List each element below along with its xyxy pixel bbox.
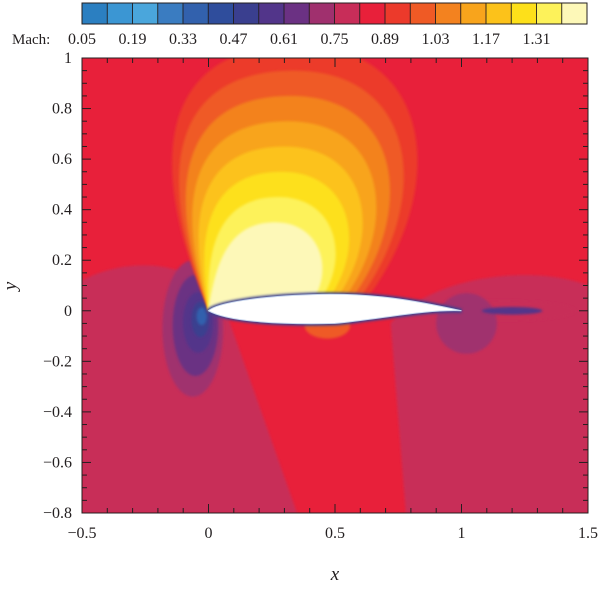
colorbar-swatch <box>157 3 184 24</box>
colorbar-swatch <box>258 3 285 24</box>
y-tick-label: 0.6 <box>52 151 72 168</box>
colorbar-swatch <box>359 3 386 24</box>
colorbar-tick-label: 0.89 <box>371 31 399 48</box>
supersonic-contour <box>208 222 323 311</box>
colorbar-tick-label: 1.03 <box>422 31 450 48</box>
colorbar-swatch <box>435 3 462 24</box>
x-axis-ticks: −0.5 0 0.5 1 1.5 <box>67 58 598 542</box>
colorbar-swatch <box>233 3 260 24</box>
colorbar-swatch <box>460 3 487 24</box>
y-tick-label: 0.2 <box>52 252 72 269</box>
airfoil <box>207 293 462 325</box>
colorbar-swatch <box>536 3 563 24</box>
colorbar-tick-label: 0.75 <box>321 31 349 48</box>
wake-contour <box>436 293 497 354</box>
x-tick-label: 0 <box>205 525 213 542</box>
y-tick-label: 1 <box>64 50 72 67</box>
colorbar-swatch <box>511 3 537 24</box>
colorbar-swatch <box>486 3 512 24</box>
colorbar-tick-label: 0.61 <box>270 31 298 48</box>
colorbar-swatch <box>107 3 133 24</box>
y-tick-label: −0.8 <box>43 505 72 522</box>
colorbar-swatch <box>309 3 335 24</box>
y-tick-label: −0.4 <box>43 404 72 421</box>
colorbar-tick-label: 0.05 <box>68 31 96 48</box>
y-tick-label: 0.4 <box>52 202 72 219</box>
x-axis-title: x <box>330 564 340 585</box>
colorbar-tick-label: 0.33 <box>169 31 197 48</box>
colorbar-swatch <box>132 3 159 24</box>
y-tick-label: 0 <box>64 303 72 320</box>
x-tick-label: 0.5 <box>325 525 345 542</box>
stagnation-contour <box>196 307 207 326</box>
colorbar-swatch <box>410 3 436 24</box>
contour-field <box>82 58 588 513</box>
colorbar-tick-label: 1.31 <box>523 31 551 48</box>
y-axis-title: y <box>0 281 21 292</box>
colorbar <box>81 2 588 25</box>
colorbar-swatch <box>561 3 588 24</box>
colorbar-swatch <box>208 3 234 24</box>
colorbar-swatch <box>385 3 411 24</box>
x-tick-label: −0.5 <box>67 525 96 542</box>
colorbar-swatch <box>183 3 209 24</box>
colorbar-tick-labels: 0.05 0.19 0.33 0.47 0.61 0.75 0.89 1.03 1.17 1.31 <box>68 31 551 48</box>
colorbar-tick-label: 1.17 <box>472 31 500 48</box>
colorbar-tick-label: 0.19 <box>119 31 147 48</box>
y-tick-label: 0.8 <box>52 101 72 118</box>
colorbar-swatch <box>82 3 108 24</box>
x-tick-label: 1 <box>458 525 466 542</box>
y-axis-ticks: 1 0.8 0.6 0.4 0.2 0 −0.2 −0.4 −0.6 −0.8 <box>43 50 588 522</box>
y-tick-label: −0.6 <box>43 454 72 471</box>
wake-contour <box>481 306 543 315</box>
colorbar-swatch <box>334 3 361 24</box>
colorbar-label: Mach: <box>12 32 50 48</box>
x-tick-label: 1.5 <box>578 525 598 542</box>
colorbar-frame <box>81 2 588 25</box>
colorbar-tick-label: 0.47 <box>220 31 248 48</box>
colorbar-swatch <box>284 3 310 24</box>
y-tick-label: −0.2 <box>43 353 72 370</box>
